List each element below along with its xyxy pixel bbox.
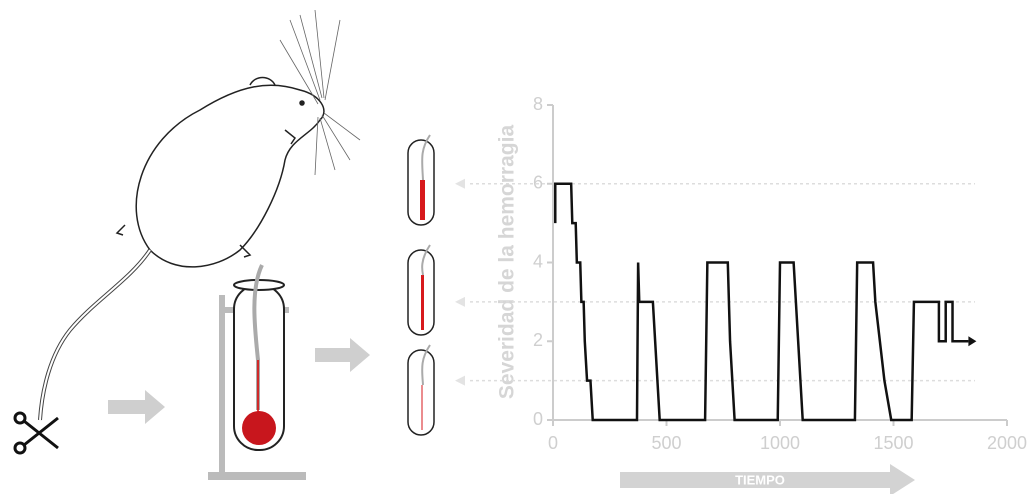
y-tick-label: 2	[533, 330, 543, 350]
x-axis-arrow	[620, 464, 915, 494]
y-tick-label: 4	[533, 251, 543, 271]
reference-arrow	[455, 296, 465, 307]
sample-tubes	[407, 134, 435, 436]
reference-arrow	[455, 178, 465, 189]
arrow	[108, 390, 165, 424]
x-axis-label: TIEMPO	[735, 472, 785, 487]
y-axis-label: Severidad de la hemorragia	[496, 125, 519, 400]
reference-arrow	[455, 375, 465, 386]
tube-stand	[208, 264, 306, 480]
line-end-arrow	[968, 336, 977, 347]
scissors	[13, 411, 59, 455]
mouse-illustration	[38, 9, 361, 421]
x-tick-label: 1500	[873, 433, 913, 453]
x-tick-label: 500	[651, 433, 681, 453]
y-tick-label: 8	[533, 94, 543, 114]
x-tick-label: 2000	[987, 433, 1027, 453]
x-tick-label: 0	[548, 433, 558, 453]
y-tick-label: 6	[533, 173, 543, 193]
x-tick-label: 1000	[760, 433, 800, 453]
y-tick-label: 0	[533, 409, 543, 429]
arrow	[315, 338, 370, 372]
severity-line	[554, 182, 969, 422]
